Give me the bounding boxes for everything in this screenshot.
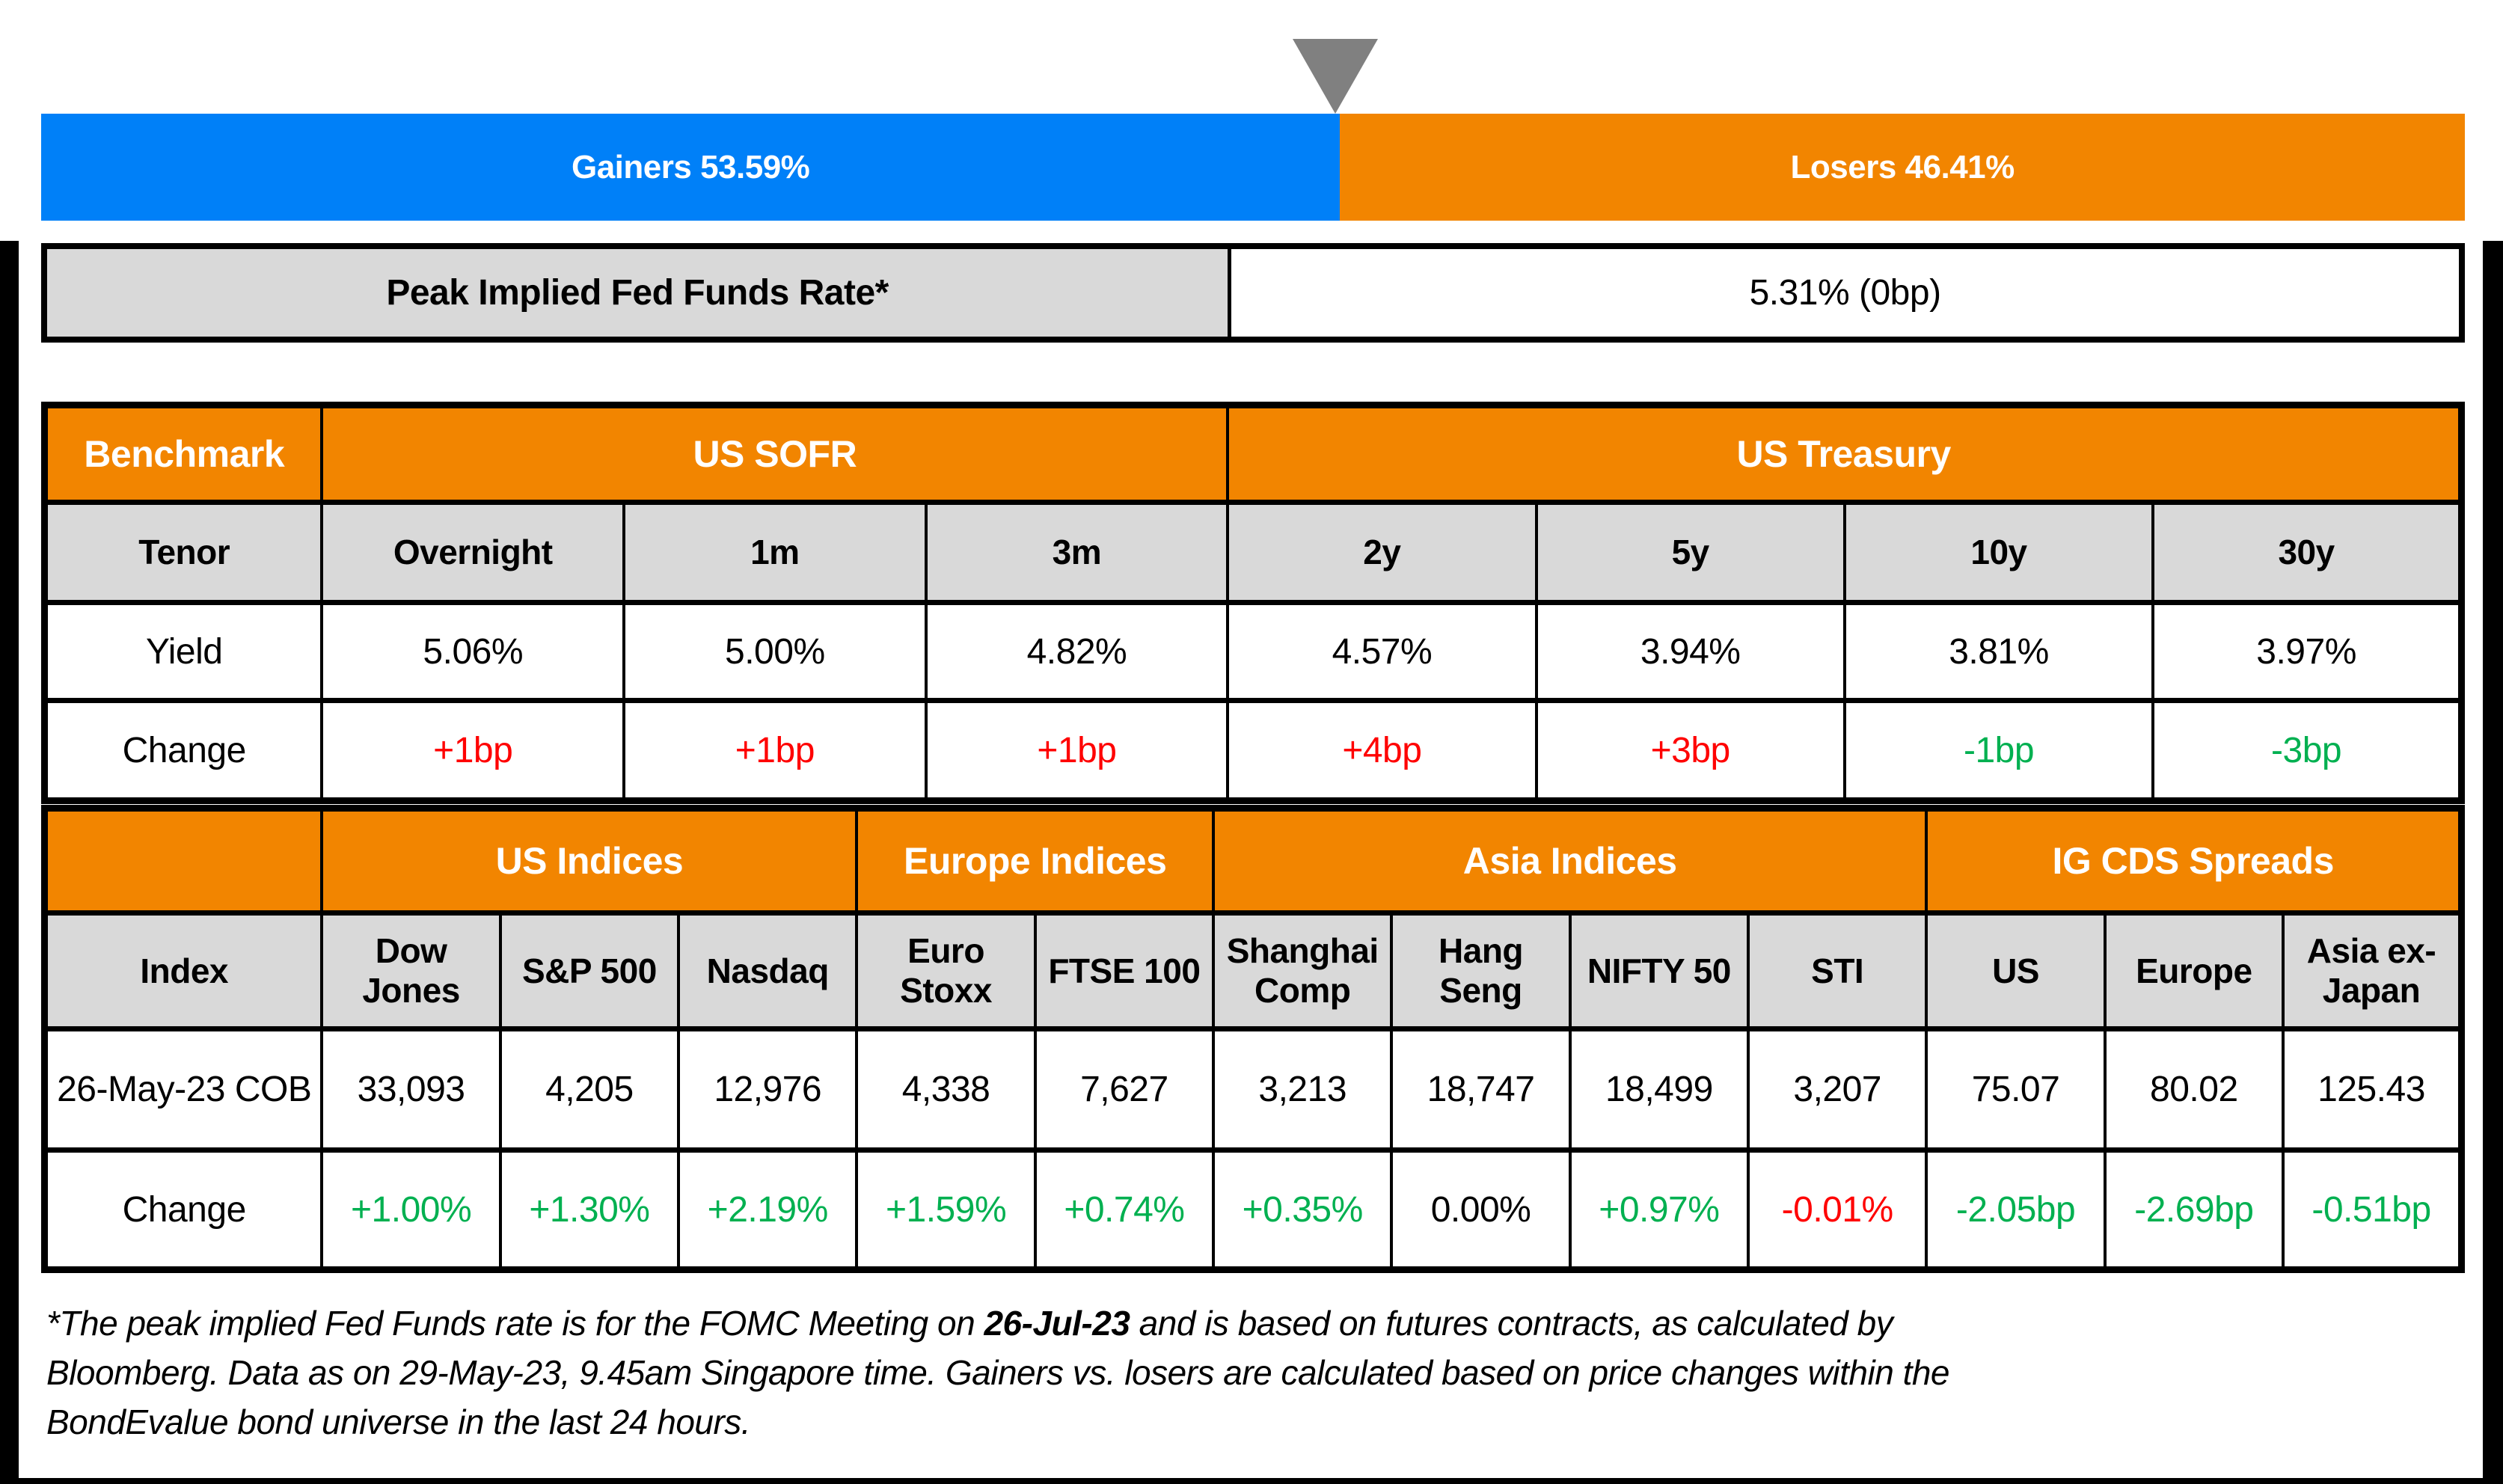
- indices-table: US Indices Europe Indices Asia Indices I…: [41, 805, 2465, 1273]
- index-value-cell: 80.02: [2103, 1026, 2285, 1153]
- yield-cell: 3.94%: [1534, 600, 1846, 703]
- index-value-cell: 18,747: [1390, 1026, 1572, 1153]
- tenor-header-cell: 2y: [1226, 500, 1538, 605]
- index-name-cell: Euro Stoxx: [855, 910, 1037, 1031]
- yield-cell: 3.81%: [1842, 600, 2155, 703]
- index-change-cell: 0.00%: [1390, 1147, 1572, 1272]
- bar-split-marker-icon: [1293, 39, 1378, 114]
- gainers-segment: Gainers 53.59%: [41, 114, 1341, 221]
- yield-change-cell: +1bp: [924, 698, 1230, 803]
- index-name-cell: Asia ex- Japan: [2282, 910, 2463, 1031]
- europe-indices-group-header: Europe Indices: [855, 806, 1216, 916]
- benchmark-corner-header: Benchmark: [43, 402, 324, 505]
- index-change-cell: -2.05bp: [1925, 1147, 2107, 1272]
- index-name-cell: STI: [1747, 910, 1928, 1031]
- footnote-line-3: BondEvalue bond universe in the last 24 …: [46, 1402, 751, 1441]
- footnote: *The peak implied Fed Funds rate is for …: [46, 1298, 2463, 1447]
- tenor-header-cell: 30y: [2151, 500, 2463, 605]
- footnote-line-1: *The peak implied Fed Funds rate is for …: [46, 1304, 1893, 1343]
- peak-fed-funds-label: Peak Implied Fed Funds Rate*: [47, 249, 1232, 337]
- asia-indices-group-header: Asia Indices: [1212, 806, 1928, 916]
- yield-cell: 4.82%: [924, 600, 1230, 703]
- cob-date-row-label: 26-May-23 COB: [43, 1026, 324, 1153]
- yield-change-cell: +1bp: [320, 698, 626, 803]
- index-name-cell: US: [1925, 910, 2107, 1031]
- ig-cds-spreads-group-header: IG CDS Spreads: [1925, 806, 2463, 916]
- index-name-cell: NIFTY 50: [1568, 910, 1750, 1031]
- yield-cell: 5.00%: [622, 600, 928, 703]
- index-name-cell: Dow Jones: [320, 910, 502, 1031]
- indices-corner-header: [43, 806, 324, 916]
- index-change-cell: -2.69bp: [2103, 1147, 2285, 1272]
- frame-right-border: [2483, 241, 2503, 1484]
- yield-cell: 3.97%: [2151, 600, 2463, 703]
- index-name-cell: Shanghai Comp: [1212, 910, 1394, 1031]
- index-value-cell: 4,338: [855, 1026, 1037, 1153]
- frame-bottom-border: [0, 1478, 2503, 1484]
- index-value-cell: 125.43: [2282, 1026, 2463, 1153]
- index-change-cell: -0.01%: [1747, 1147, 1928, 1272]
- index-value-cell: 75.07: [1925, 1026, 2107, 1153]
- us-indices-group-header: US Indices: [320, 806, 859, 916]
- benchmark-table: Benchmark US SOFR US Treasury Tenor Over…: [41, 402, 2465, 804]
- footnote-bold-date: 26-Jul-23: [984, 1304, 1130, 1343]
- index-change-cell: -0.51bp: [2282, 1147, 2463, 1272]
- tenor-header-cell: Overnight: [320, 500, 626, 605]
- yield-row-label: Yield: [43, 600, 324, 703]
- peak-fed-funds-value: 5.31% (0bp): [1749, 273, 1941, 313]
- yield-cell: 5.06%: [320, 600, 626, 703]
- index-value-cell: 3,207: [1747, 1026, 1928, 1153]
- losers-segment: Losers 46.41%: [1340, 114, 2465, 221]
- index-value-cell: 7,627: [1033, 1026, 1216, 1153]
- index-value-cell: 4,205: [498, 1026, 681, 1153]
- tenor-header-cell: 3m: [924, 500, 1230, 605]
- yield-change-cell: +1bp: [622, 698, 928, 803]
- footnote-line-2: Bloomberg. Data as on 29-May-23, 9.45am …: [46, 1353, 1950, 1392]
- peak-fed-funds-row: Peak Implied Fed Funds Rate* 5.31% (0bp): [41, 243, 2465, 343]
- index-value-cell: 18,499: [1568, 1026, 1750, 1153]
- yield-cell: 4.57%: [1226, 600, 1538, 703]
- us-sofr-group-header: US SOFR: [320, 402, 1230, 505]
- index-change-cell: +1.59%: [855, 1147, 1037, 1272]
- index-value-cell: 12,976: [677, 1026, 859, 1153]
- index-name-cell: Europe: [2103, 910, 2285, 1031]
- index-value-cell: 3,213: [1212, 1026, 1394, 1153]
- tenor-header-cell: 10y: [1842, 500, 2155, 605]
- index-change-cell: +1.00%: [320, 1147, 502, 1272]
- tenor-header-cell: 1m: [622, 500, 928, 605]
- change-row-label: Change: [43, 698, 324, 803]
- yield-change-cell: -1bp: [1842, 698, 2155, 803]
- index-change-cell: +0.35%: [1212, 1147, 1394, 1272]
- index-change-cell: +1.30%: [498, 1147, 681, 1272]
- tenor-header-cell: 5y: [1534, 500, 1846, 605]
- yield-change-cell: +4bp: [1226, 698, 1538, 803]
- index-row-label: Index: [43, 910, 324, 1031]
- index-change-cell: +0.74%: [1033, 1147, 1216, 1272]
- gainers-losers-bar: Gainers 53.59% Losers 46.41%: [41, 114, 2465, 221]
- change-row-label: Change: [43, 1147, 324, 1272]
- tenor-row-label: Tenor: [43, 500, 324, 605]
- frame-left-border: [0, 241, 19, 1484]
- yield-change-cell: -3bp: [2151, 698, 2463, 803]
- us-treasury-group-header: US Treasury: [1226, 402, 2463, 505]
- index-value-cell: 33,093: [320, 1026, 502, 1153]
- index-name-cell: Nasdaq: [677, 910, 859, 1031]
- yield-change-cell: +3bp: [1534, 698, 1846, 803]
- index-name-cell: S&P 500: [498, 910, 681, 1031]
- index-change-cell: +2.19%: [677, 1147, 859, 1272]
- index-change-cell: +0.97%: [1568, 1147, 1750, 1272]
- index-name-cell: Hang Seng: [1390, 910, 1572, 1031]
- index-name-cell: FTSE 100: [1033, 910, 1216, 1031]
